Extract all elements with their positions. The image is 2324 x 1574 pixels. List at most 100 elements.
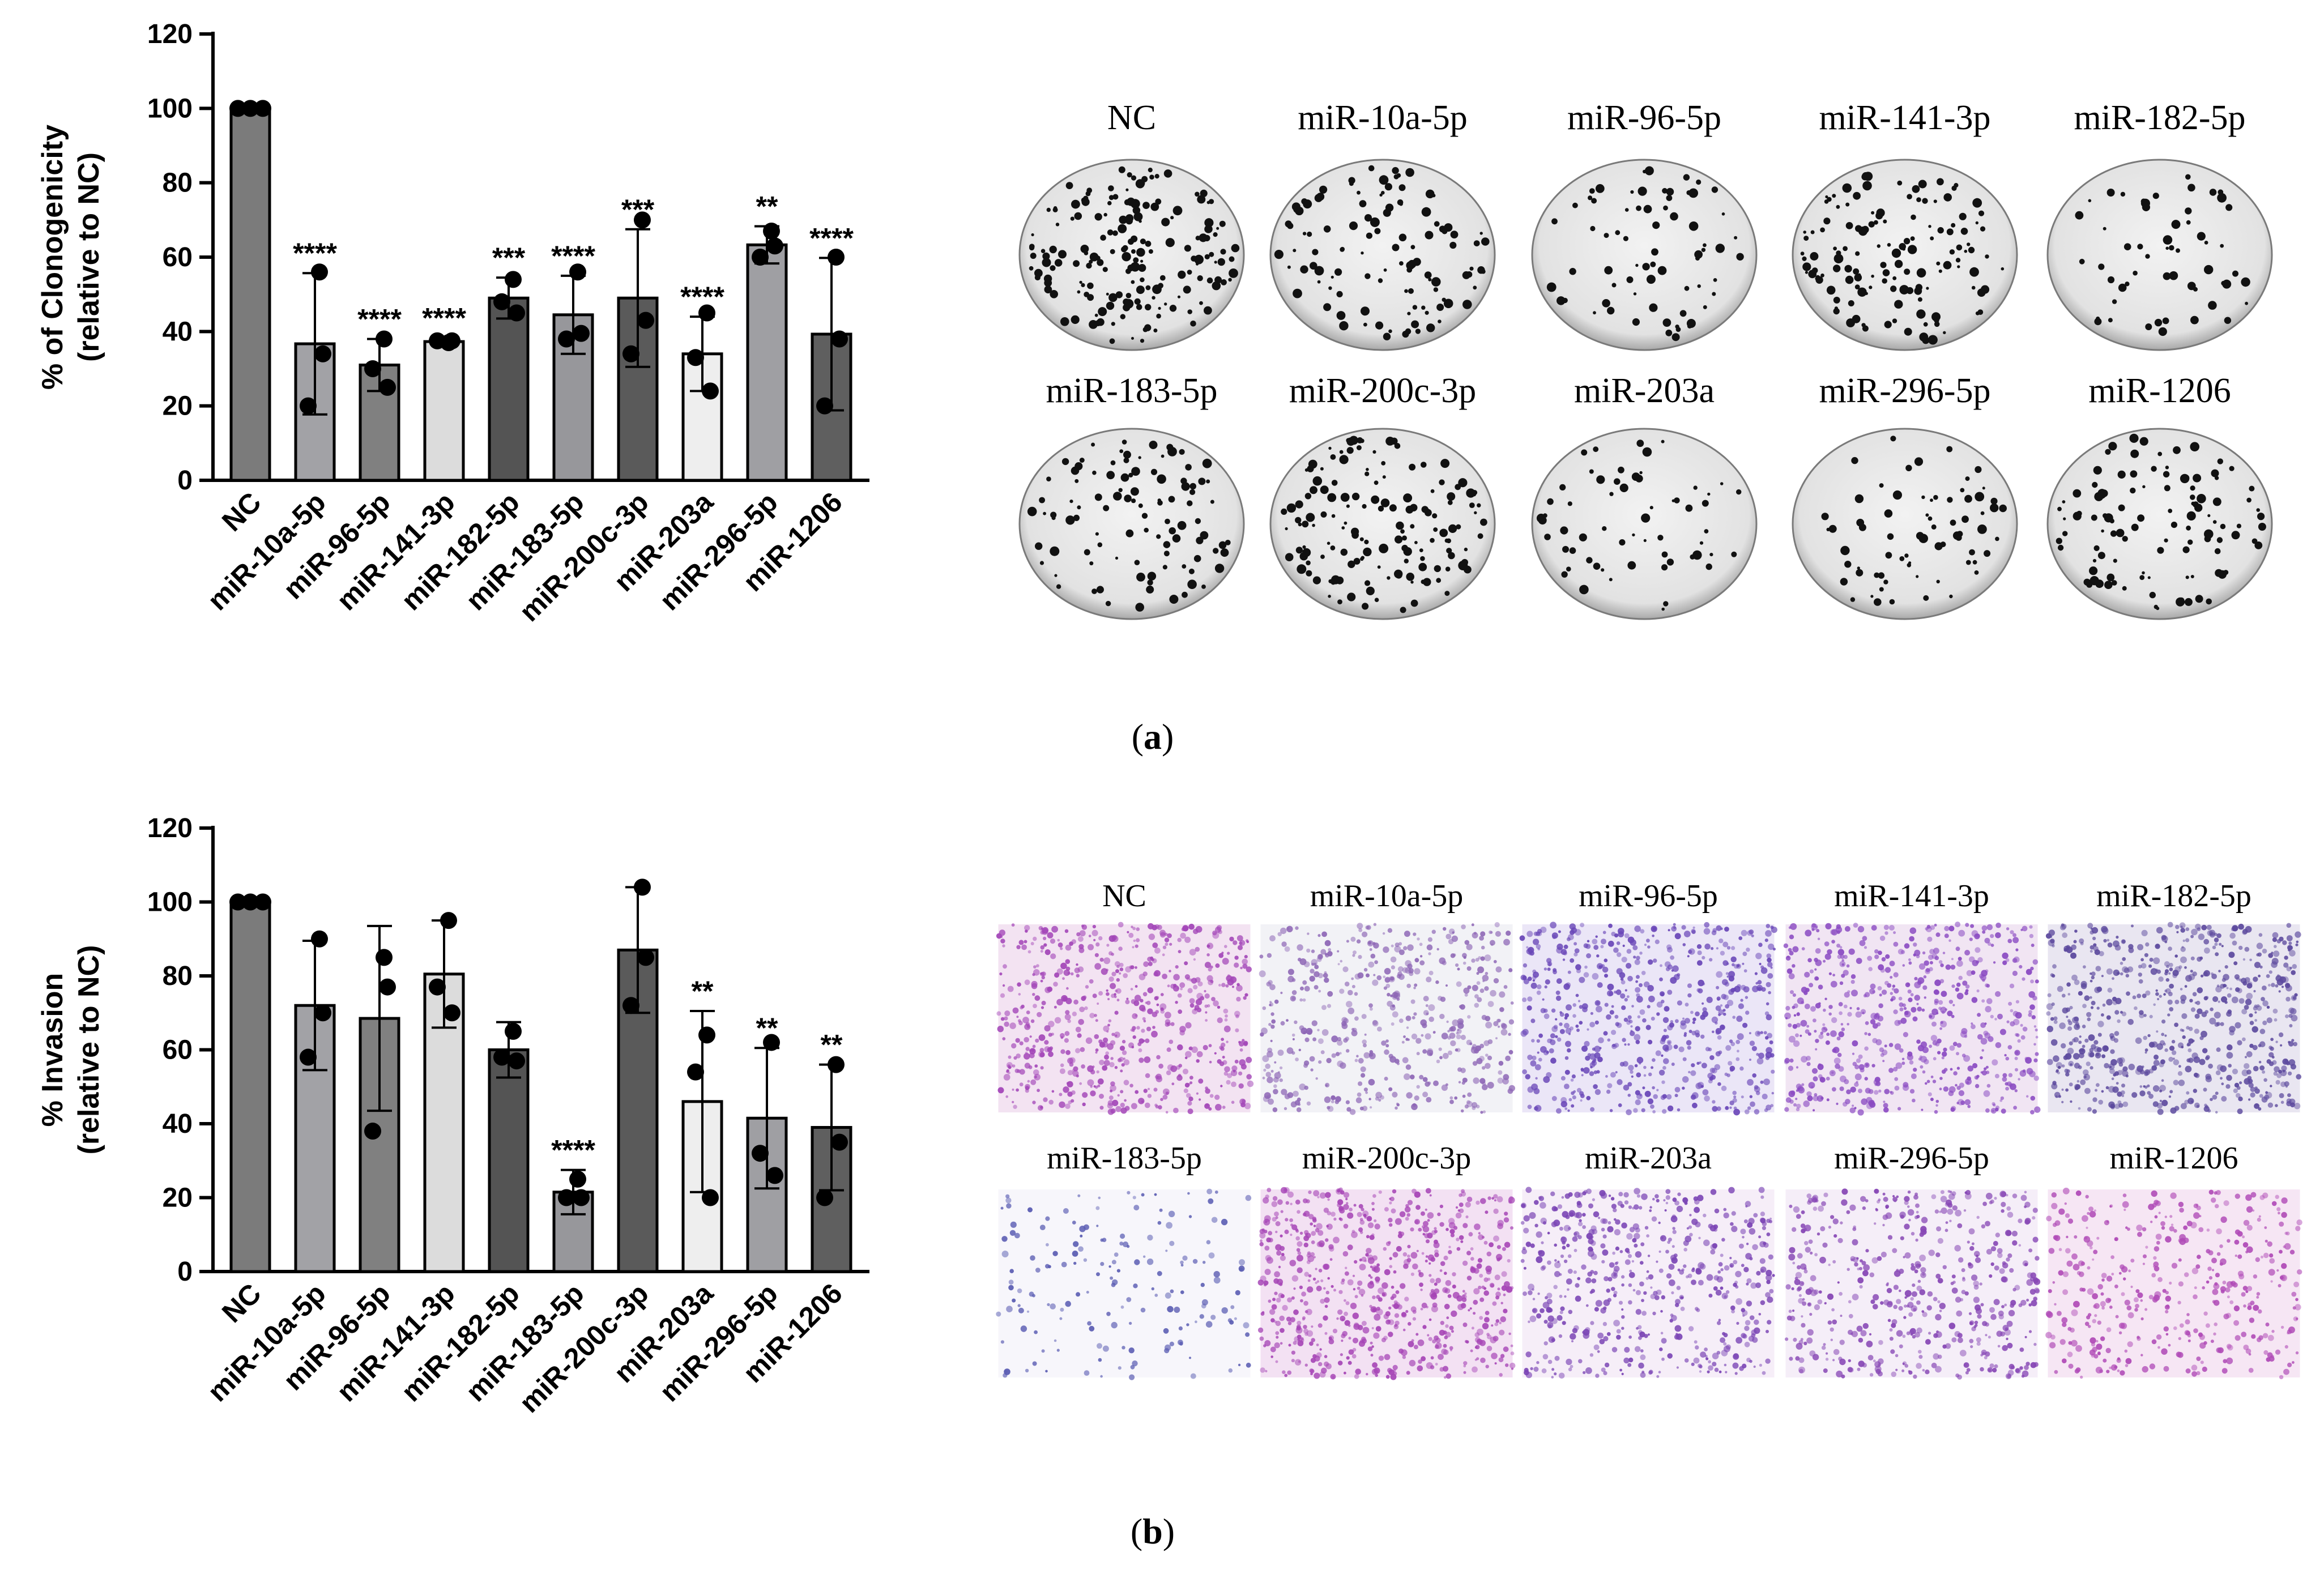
invading-cell — [1472, 1106, 1476, 1110]
invading-cell — [1726, 1000, 1734, 1006]
invading-cell — [1981, 1070, 1987, 1076]
invading-cell — [1222, 1056, 1225, 1059]
invading-cell — [1722, 1012, 1726, 1016]
invading-cell — [1555, 1035, 1558, 1038]
invading-cell — [1508, 1332, 1511, 1336]
colony-dot — [1079, 280, 1082, 284]
colony-dot — [1133, 212, 1143, 221]
invading-cell — [1879, 993, 1882, 997]
invading-cell — [1353, 1204, 1357, 1207]
invading-cell — [1110, 1089, 1113, 1093]
colony-dot — [1431, 277, 1441, 287]
invading-cell — [1796, 1089, 1799, 1092]
colony-dot — [2193, 474, 2202, 483]
invading-cell — [1191, 978, 1197, 984]
invading-cell — [1796, 1023, 1801, 1027]
invading-cell — [1271, 1304, 1277, 1310]
colony-dot — [1103, 212, 1107, 217]
invading-cell — [1575, 993, 1579, 997]
colony-dot — [2001, 267, 2005, 271]
invading-cell — [2015, 1000, 2019, 1004]
invading-cell — [1327, 1106, 1331, 1110]
invading-cell — [1246, 1074, 1252, 1080]
invading-cell — [1855, 1011, 1862, 1018]
invading-cell — [1435, 980, 1439, 984]
invading-cell — [1421, 1356, 1426, 1362]
colony-dot — [2195, 595, 2203, 603]
colony-dot — [1721, 212, 1725, 216]
colony-dot — [2251, 538, 2258, 544]
invading-cell — [1209, 1094, 1214, 1098]
colony-dot — [1923, 595, 1929, 601]
colony-dot — [1359, 537, 1364, 541]
invading-cell — [2110, 1103, 2116, 1109]
invading-cell — [1419, 942, 1423, 946]
invading-cell — [2226, 1052, 2233, 1059]
invading-cell — [1463, 1361, 1468, 1366]
invading-cell — [1197, 981, 1203, 987]
invading-cell — [1320, 1299, 1325, 1304]
invading-cell — [1500, 1354, 1505, 1358]
invading-cell — [1016, 945, 1021, 949]
invading-cell — [1279, 1315, 1285, 1321]
invading-cell — [2052, 974, 2056, 978]
invading-cell — [2101, 925, 2108, 933]
invading-cell — [1099, 957, 1104, 962]
invading-cell — [1550, 922, 1557, 929]
colony-dot — [1187, 500, 1193, 506]
colony-dot — [1892, 490, 1902, 500]
invading-cell — [1648, 959, 1653, 965]
colony-dot — [1666, 187, 1674, 196]
invading-cell — [2169, 967, 2173, 971]
invading-cell — [1546, 1072, 1552, 1078]
invading-cell — [1163, 1328, 1169, 1334]
invading-cell — [1371, 1233, 1375, 1236]
invading-cell — [1412, 1263, 1418, 1270]
invading-cell — [1796, 1012, 1800, 1016]
colony-dot — [1688, 221, 1699, 231]
invading-cell — [1623, 1085, 1630, 1091]
invading-cell — [1367, 1257, 1375, 1264]
invading-cell — [1410, 999, 1415, 1004]
colony-dot — [2197, 232, 2206, 241]
colony-dot — [1285, 220, 1292, 228]
invading-cell — [1339, 1052, 1342, 1055]
colony-dot — [1144, 527, 1149, 533]
invading-cell — [1939, 1027, 1943, 1030]
invading-cell — [1462, 953, 1467, 958]
invading-cell — [1067, 1070, 1073, 1076]
invading-cell — [1060, 962, 1067, 970]
invading-cell — [1345, 1266, 1348, 1269]
invading-cell — [2271, 958, 2279, 965]
chart-b-data-point — [766, 1167, 783, 1184]
colony-dot — [1536, 513, 1546, 523]
invading-cell — [1468, 1309, 1470, 1312]
colony-dot — [1320, 554, 1325, 559]
colony-dot — [1165, 518, 1170, 524]
colony-dot — [2062, 500, 2066, 504]
invading-cell — [1116, 999, 1120, 1002]
colony-dot — [1916, 197, 1921, 202]
invading-cell — [2112, 977, 2114, 980]
invading-cell — [1030, 1019, 1035, 1023]
invading-cell — [1402, 1355, 1406, 1359]
invading-cell — [1196, 992, 1204, 1000]
invading-cell — [1346, 1001, 1353, 1008]
colony-dot — [2089, 566, 2098, 575]
invading-cell — [1687, 1046, 1691, 1050]
colony-dot — [2176, 248, 2180, 253]
invading-cell — [1060, 1063, 1064, 1068]
invading-cell — [1733, 1095, 1737, 1099]
colony-dot — [2173, 446, 2181, 454]
invading-cell — [2226, 1074, 2232, 1081]
invading-cell — [1157, 1271, 1162, 1276]
chart-a-data-point — [314, 345, 331, 362]
colony-dot — [1916, 532, 1924, 540]
invading-cell — [2137, 1065, 2144, 1072]
invading-cell — [1271, 1019, 1276, 1024]
invading-cell — [1636, 956, 1640, 961]
colony-dot — [1086, 187, 1093, 193]
invading-cell — [2155, 989, 2158, 992]
colony-dot — [1380, 498, 1390, 507]
